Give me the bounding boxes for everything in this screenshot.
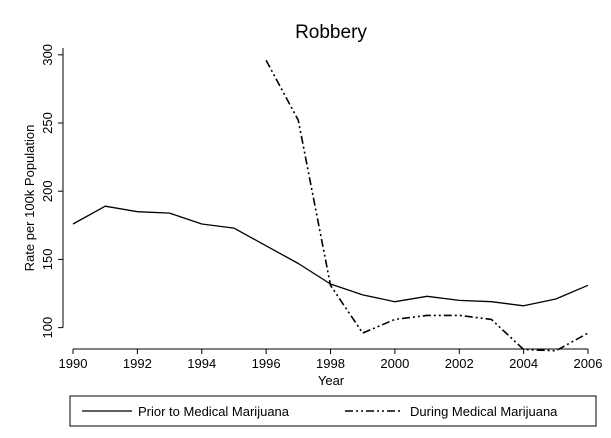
- x-axis-ticks: 1990 1992 1994 1996 1998 2000 2002 2004 2006: [59, 349, 603, 371]
- series-line-prior: [72, 205, 589, 307]
- series-layer: [72, 59, 589, 352]
- y-tick-label: 200: [40, 180, 55, 202]
- y-axis-ticks: 100 150 200 250 300: [40, 44, 63, 339]
- x-axis-label: Year: [318, 373, 345, 388]
- legend: Prior to Medical Marijuana During Medica…: [69, 395, 597, 427]
- y-axis-label: Rate per 100k Population: [22, 125, 37, 272]
- y-tick-label: 150: [40, 249, 55, 271]
- x-tick-label: 1990: [59, 356, 88, 371]
- x-tick-label: 1992: [123, 356, 152, 371]
- x-tick-label: 2002: [445, 356, 474, 371]
- y-tick-label: 300: [40, 44, 55, 66]
- series-line-during: [265, 59, 589, 352]
- x-tick-label: 2006: [574, 356, 603, 371]
- x-tick-label: 1994: [187, 356, 216, 371]
- legend-box: [69, 395, 597, 427]
- x-tick-label: 1996: [252, 356, 281, 371]
- y-tick-label: 250: [40, 112, 55, 134]
- x-tick-label: 2000: [380, 356, 409, 371]
- legend-label-prior: Prior to Medical Marijuana: [138, 404, 290, 419]
- chart-title: Robbery: [295, 22, 367, 43]
- x-tick-label: 1998: [316, 356, 345, 371]
- x-tick-label: 2004: [509, 356, 538, 371]
- y-tick-label: 100: [40, 317, 55, 339]
- legend-label-during: During Medical Marijuana: [410, 404, 558, 419]
